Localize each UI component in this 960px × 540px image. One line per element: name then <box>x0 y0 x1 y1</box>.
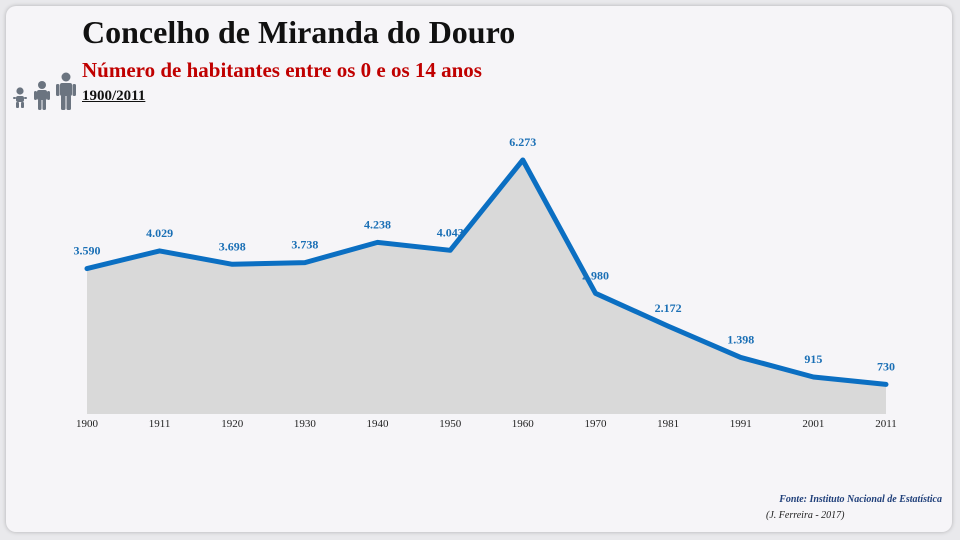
chart-title: Concelho de Miranda do Douro <box>82 14 516 50</box>
x-tick-label: 1930 <box>294 418 317 430</box>
population-icons <box>10 72 80 112</box>
x-tick-label: 1960 <box>512 418 535 430</box>
x-tick-label: 1950 <box>439 418 462 430</box>
data-label: 4.029 <box>146 226 173 240</box>
data-label: 4.043 <box>437 225 464 239</box>
adult-icon <box>56 72 76 110</box>
x-tick-label: 2011 <box>875 418 897 430</box>
x-tick-label: 2001 <box>802 418 824 430</box>
x-tick-label: 1940 <box>367 418 390 430</box>
author-credit: (J. Ferreira - 2017) <box>766 510 845 521</box>
source-note: Fonte: Instituto Nacional de Estatística <box>779 494 942 505</box>
series-line <box>84 157 889 387</box>
x-tick-label: 1920 <box>221 418 244 430</box>
data-label: 2.172 <box>655 301 682 315</box>
period-label: 1900/2011 <box>82 88 146 104</box>
data-label: 3.590 <box>74 244 101 258</box>
data-label: 1.398 <box>727 332 754 346</box>
chart-subtitle: Número de habitantes entre os 0 e os 14 … <box>82 58 482 82</box>
x-tick-label: 1981 <box>657 418 679 430</box>
data-label: 915 <box>804 352 822 366</box>
area-fill <box>87 160 886 414</box>
data-label: 3.698 <box>219 239 246 253</box>
data-label: 730 <box>877 359 895 373</box>
data-label: 6.273 <box>509 135 536 149</box>
x-tick-label: 1970 <box>585 418 608 430</box>
baby-icon <box>13 87 27 108</box>
data-label: 2.980 <box>582 268 609 282</box>
x-tick-label: 1900 <box>76 418 99 430</box>
x-tick-label: 1991 <box>730 418 752 430</box>
child-icon <box>34 81 50 110</box>
data-label: 4.238 <box>364 217 391 231</box>
x-tick-label: 1911 <box>149 418 171 430</box>
data-label: 3.738 <box>291 238 318 252</box>
